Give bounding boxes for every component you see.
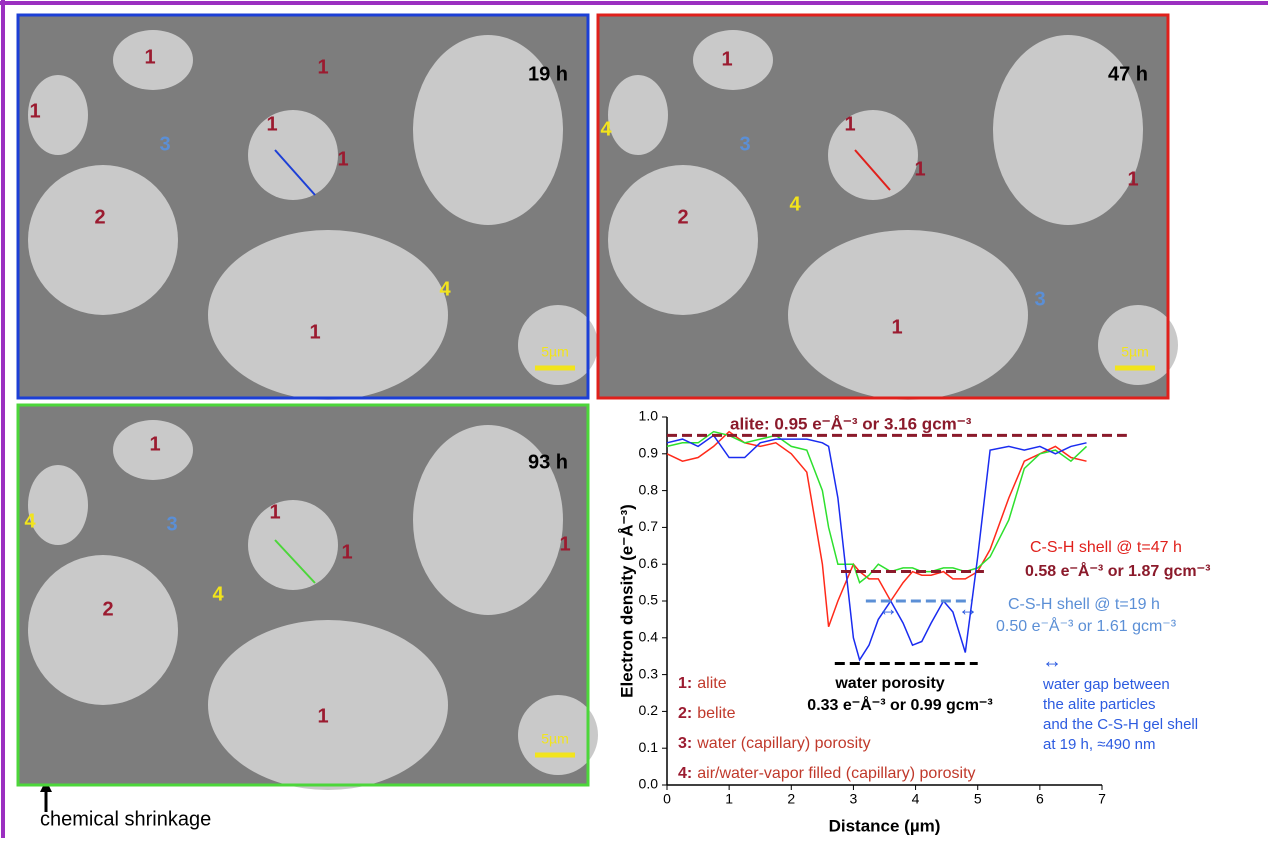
- gap-note: and the C-S-H gel shell: [1043, 716, 1198, 733]
- particle: [28, 165, 178, 315]
- phase-label: 2: [677, 206, 688, 228]
- porosity-value: 0.33 e⁻Å⁻³ or 0.99 gcm⁻³: [807, 695, 992, 714]
- x-tick-label: 4: [912, 791, 920, 807]
- shell-47-value: 0.58 e⁻Å⁻³ or 1.87 gcm⁻³: [1025, 561, 1210, 580]
- x-tick-label: 5: [974, 791, 982, 807]
- phase-label: 1: [914, 158, 925, 180]
- y-tick-label: 0.1: [639, 739, 659, 755]
- porosity-label: water porosity: [834, 675, 944, 692]
- particle: [788, 230, 1028, 400]
- key-entry: 1: alite: [678, 675, 727, 692]
- particle: [608, 75, 668, 155]
- gap-symbol: ↔: [1042, 650, 1062, 672]
- phase-label: 4: [24, 510, 36, 532]
- phase-label: 3: [159, 133, 170, 155]
- y-tick-label: 0.7: [639, 518, 659, 534]
- phase-label: 1: [559, 533, 570, 555]
- y-tick-label: 1.0: [639, 408, 659, 424]
- y-tick-label: 0.4: [639, 629, 659, 645]
- time-label: 19 h: [528, 63, 568, 85]
- gap-arrows: ↔: [958, 598, 978, 620]
- particle: [828, 110, 918, 200]
- phase-label: 2: [94, 206, 105, 228]
- y-tick-label: 0.8: [639, 481, 659, 497]
- phase-label: 1: [844, 113, 855, 135]
- key-text: water (capillary) porosity: [696, 735, 870, 752]
- x-axis-label: Distance (µm): [829, 816, 941, 835]
- phase-label: 1: [341, 541, 352, 563]
- phase-label: 1: [721, 48, 732, 70]
- particle: [28, 555, 178, 705]
- time-label: 47 h: [1108, 63, 1148, 85]
- y-tick-label: 0.6: [639, 555, 659, 571]
- phase-label: 1: [337, 148, 348, 170]
- phase-label: 1: [891, 316, 902, 338]
- x-tick-label: 6: [1036, 791, 1044, 807]
- phase-label: 1: [149, 433, 160, 455]
- y-tick-label: 0.0: [639, 776, 659, 792]
- phase-label: 4: [212, 583, 224, 605]
- phase-label: 1: [1127, 168, 1138, 190]
- key-text: air/water-vapor filled (capillary) poros…: [697, 765, 975, 782]
- particle: [248, 110, 338, 200]
- key-number: 3:: [678, 735, 692, 752]
- key-number: 2:: [678, 705, 692, 722]
- phase-label: 3: [739, 133, 750, 155]
- key-number: 4:: [678, 765, 692, 782]
- data-line: [667, 432, 1087, 583]
- shell-19-label: C-S-H shell @ t=19 h: [1008, 596, 1160, 613]
- x-tick-label: 7: [1098, 791, 1106, 807]
- phase-label: 3: [1034, 288, 1045, 310]
- key-entry: 4: air/water-vapor filled (capillary) por…: [678, 765, 976, 782]
- key-entry: 3:water (capillary) porosity: [678, 735, 871, 752]
- key-text: alite: [697, 675, 726, 692]
- alite-label: alite: 0.95 e⁻Å⁻³ or 3.16 gcm⁻³: [730, 414, 972, 433]
- scale-label: 5µm: [541, 344, 569, 360]
- gap-arrows: ↔: [878, 598, 898, 620]
- x-tick-label: 3: [850, 791, 858, 807]
- phase-label: 1: [309, 321, 320, 343]
- figure: chemical shrinkage 19 h 5µm 1 1 1 1 1 3 2 4 1 47 h 5…: [0, 0, 1268, 838]
- key-number: 1:: [678, 675, 692, 692]
- key-text: belite: [697, 705, 735, 722]
- page: { "panels": [ {"time": "19 h", "scale": …: [0, 0, 1268, 838]
- y-tick-label: 0.2: [639, 702, 659, 718]
- particle: [693, 30, 773, 90]
- phase-label: 4: [439, 278, 451, 300]
- y-axis-label: Electron density (e⁻Å⁻³): [617, 504, 636, 698]
- particle: [208, 230, 448, 400]
- phase-label: 2: [102, 598, 113, 620]
- x-tick-label: 0: [663, 791, 671, 807]
- x-tick-label: 1: [725, 791, 733, 807]
- shell-47-label: C-S-H shell @ t=47 h: [1030, 539, 1182, 556]
- phase-label: 1: [317, 705, 328, 727]
- time-label: 93 h: [528, 451, 568, 473]
- phase-label: 1: [269, 501, 280, 523]
- phase-label: 3: [166, 513, 177, 535]
- scale-label: 5µm: [541, 731, 569, 747]
- particle: [248, 500, 338, 590]
- phase-label: 1: [29, 100, 40, 122]
- scale-label: 5µm: [1121, 344, 1149, 360]
- phase-label: 1: [266, 113, 277, 135]
- key-entry: 2: belite: [678, 705, 736, 722]
- gap-note: water gap between: [1042, 676, 1170, 693]
- phase-label: 4: [789, 193, 801, 215]
- y-tick-label: 0.9: [639, 445, 659, 461]
- gap-note: at 19 h, ≈490 nm: [1043, 736, 1155, 753]
- caption: chemical shrinkage: [40, 808, 211, 830]
- y-tick-label: 0.3: [639, 665, 659, 681]
- phase-label: 4: [600, 118, 612, 140]
- particle: [608, 165, 758, 315]
- phase-label: 1: [317, 56, 328, 78]
- x-tick-label: 2: [787, 791, 795, 807]
- y-tick-label: 0.5: [639, 592, 659, 608]
- phase-label: 1: [144, 46, 155, 68]
- gap-note: the alite particles: [1043, 696, 1156, 713]
- shell-19-value: 0.50 e⁻Å⁻³ or 1.61 gcm⁻³: [996, 616, 1177, 635]
- particle: [28, 465, 88, 545]
